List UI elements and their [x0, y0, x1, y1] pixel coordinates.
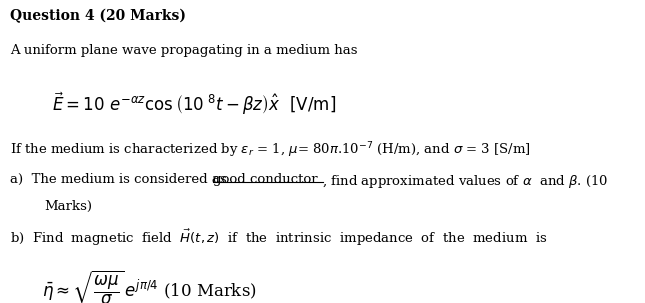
Text: If the medium is characterized by $\varepsilon_r$ = 1, $\mu$= 80$\pi$.10$^{-7}$ : If the medium is characterized by $\vare…	[10, 141, 531, 161]
Text: A uniform plane wave propagating in a medium has: A uniform plane wave propagating in a me…	[10, 44, 357, 57]
Text: Question 4 (20 Marks): Question 4 (20 Marks)	[10, 9, 186, 23]
Text: $\vec{E}  = 10 \ e^{-\alpha z} \cos  \left(10^{\ 8} t - \beta z \right)\hat{x} \: $\vec{E} = 10 \ e^{-\alpha z} \cos \left…	[52, 91, 336, 117]
Text: b)  Find  magnetic  field  $\vec{H}(t,z)$  if  the  intrinsic  impedance  of  th: b) Find magnetic field $\vec{H}(t,z)$ if…	[10, 228, 547, 248]
Text: $\bar{\eta} \approx \sqrt{\dfrac{\omega\mu}{\sigma}}\, e^{j\pi/4}$ (10 Marks): $\bar{\eta} \approx \sqrt{\dfrac{\omega\…	[42, 268, 257, 303]
Text: good conductor: good conductor	[213, 173, 317, 186]
Text: Marks): Marks)	[44, 200, 92, 213]
Text: a)  The medium is considered as: a) The medium is considered as	[10, 173, 230, 186]
Text: , find approximated values of $\alpha$  and $\beta$. (10: , find approximated values of $\alpha$ a…	[322, 173, 609, 190]
